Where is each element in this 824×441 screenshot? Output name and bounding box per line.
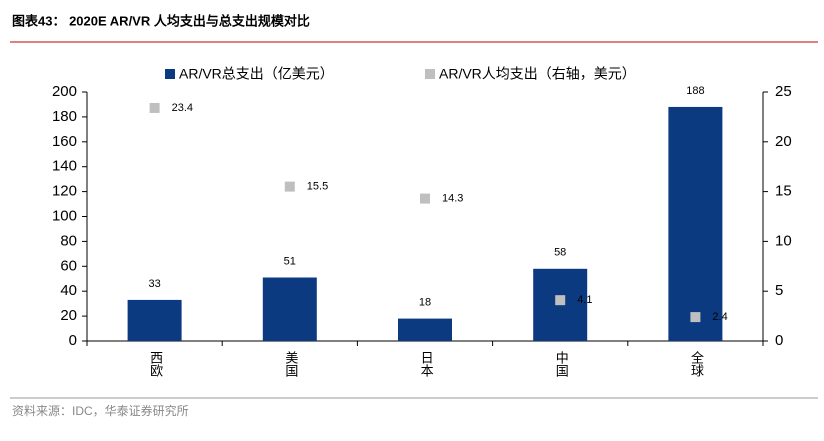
y-tick-label: 100: [52, 207, 77, 224]
bar: [127, 299, 182, 341]
y-tick-label: 20: [60, 307, 77, 324]
point-value-label: 15.5: [307, 181, 328, 193]
point-value-label: 2.4: [712, 311, 727, 323]
y2-tick-label: 20: [775, 133, 792, 150]
point-value-label: 14.3: [442, 192, 463, 204]
point: [284, 181, 295, 192]
bar: [398, 318, 452, 341]
y-tick-label: 160: [52, 133, 77, 150]
bar-value-label: 58: [554, 247, 566, 259]
bar-value-label: 33: [148, 278, 160, 290]
x-tick-label: 日本: [419, 351, 434, 377]
bar-value-label: 51: [284, 255, 296, 267]
point: [420, 193, 430, 204]
y-tick-label: 180: [52, 108, 77, 125]
point: [555, 295, 566, 306]
y2-tick-label: 10: [775, 232, 792, 249]
point: [149, 102, 160, 113]
legend-label: AR/VR人均支出（右轴，美元）: [439, 66, 636, 82]
bar-value-label: 188: [686, 85, 704, 97]
x-tick-label: 美国: [283, 351, 298, 377]
y-tick-label: 40: [60, 282, 77, 299]
bar: [262, 277, 317, 341]
y-tick-label: 120: [52, 183, 77, 200]
y2-tick-label: 0: [775, 332, 783, 349]
point-value-label: 23.4: [172, 102, 193, 114]
legend-swatch: [165, 69, 175, 79]
x-tick-label: 中国: [554, 351, 569, 377]
chart-title: 图表43： 2020E AR/VR 人均支出与总支出规模对比: [12, 13, 310, 28]
legend-swatch: [425, 69, 435, 79]
y-tick-label: 80: [60, 232, 77, 249]
bar: [668, 106, 723, 341]
y-tick-label: 60: [60, 257, 77, 274]
point-value-label: 4.1: [577, 294, 592, 306]
point: [690, 312, 701, 323]
y-tick-label: 140: [52, 158, 77, 175]
legend-label: AR/VR总支出（亿美元）: [179, 66, 334, 82]
y-tick-label: 0: [69, 332, 77, 349]
source-note: 资料来源：IDC，华泰证券研究所: [12, 403, 189, 418]
y2-tick-label: 25: [775, 83, 792, 100]
bar-value-label: 18: [419, 296, 431, 308]
x-tick-label: 西欧: [148, 351, 163, 377]
y-tick-label: 200: [52, 83, 77, 100]
y2-tick-label: 5: [775, 282, 783, 299]
x-tick-label: 全球: [689, 350, 704, 377]
y2-tick-label: 15: [775, 183, 792, 200]
